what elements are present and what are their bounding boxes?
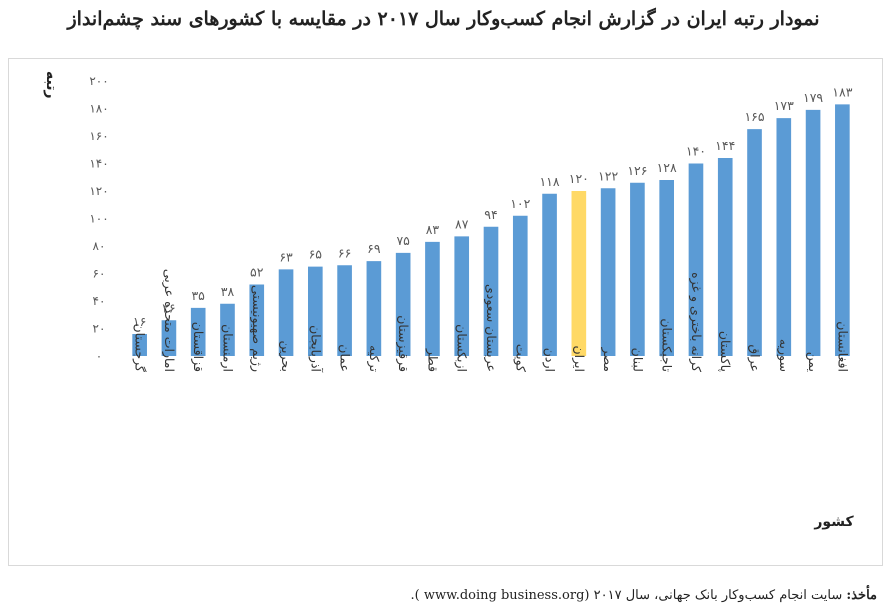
bar <box>776 118 792 356</box>
bar <box>835 104 850 356</box>
y-tick-label: ۲۰ <box>93 322 106 336</box>
bar <box>454 236 470 356</box>
y-tick-label: ۱۴۰ <box>89 157 108 171</box>
bar <box>600 188 616 356</box>
value-label: ۷۵ <box>396 233 410 248</box>
y-tick-label: ۱۰۰ <box>89 212 108 226</box>
value-label: ۶۳ <box>279 249 293 264</box>
bar <box>395 252 411 356</box>
x-tick-label: افغانستان <box>835 321 850 372</box>
y-tick-label: ۲۰۰ <box>89 74 108 88</box>
value-label: ۶۹ <box>367 241 381 256</box>
value-label: ۱۴۰ <box>686 144 706 159</box>
y-axis-label: رتبه <box>43 71 59 99</box>
x-tick-label: ازبکستان <box>454 324 470 372</box>
x-tick-label: کرانه باختری و غزه <box>688 272 704 372</box>
bar <box>717 158 733 356</box>
value-label: ۵۲ <box>250 265 264 280</box>
x-axis-label: کشور <box>813 514 854 530</box>
value-label: ۶۵ <box>309 247 323 262</box>
value-labels: ۱۶ ۲۶ ۳۵ ۳۸ ۵۲ ۶۳ ۶۵ ۶۶ ۶۹ ۷۵ ۸۳ ۸۷ ۹۴ ۱۰۲ ۱۱۸ ۱۲۰ ۱۲۲ ۱۲… <box>133 84 853 329</box>
bar <box>630 182 645 356</box>
y-axis-ticks: ۰ ۲۰ ۴۰ ۶۰ ۸۰ ۱۰۰ ۱۲۰ ۱۴۰ ۱۶۰ ۱۸۰ ۲۰۰ <box>89 74 108 363</box>
x-tick-label: یمن <box>805 352 821 373</box>
bar <box>308 266 323 356</box>
bar <box>220 303 235 356</box>
y-tick-label: ۸۰ <box>93 239 106 253</box>
value-label: ۱۷۳ <box>774 98 794 113</box>
value-label: ۱۶۵ <box>744 109 764 124</box>
bar-chart: ۰ ۲۰ ۴۰ ۶۰ ۸۰ ۱۰۰ ۱۲۰ ۱۴۰ ۱۶۰ ۱۸۰ ۲۰۰ ۱۶ ۲۶ ۳۵ ۳۸ ۵۲ ۶۳… <box>43 71 854 530</box>
x-axis-ticks: گرجستان امارات متحده عربی قزاقستان ارمنستان… <box>132 269 851 373</box>
value-label: ۳۸ <box>221 284 235 299</box>
bar <box>483 226 499 356</box>
x-tick-label: عربستان سعودی <box>483 284 499 372</box>
x-tick-label: قطر <box>424 348 440 372</box>
value-label: ۱۲۰ <box>569 171 589 186</box>
source-text: سایت انجام کسب‌وکار بانک جهانی، سال ۲۰۱۷… <box>410 588 843 603</box>
x-tick-label: عراق <box>747 344 763 372</box>
x-tick-label: ایران <box>571 345 587 372</box>
x-tick-label: سوریه <box>776 339 792 372</box>
x-tick-label: رژیم صهیونیستی <box>249 285 265 372</box>
value-label: ۸۷ <box>455 216 469 231</box>
bar <box>425 241 440 356</box>
value-label: ۱۰۲ <box>510 196 530 211</box>
x-tick-label: ارمنستان <box>219 324 235 372</box>
bar <box>337 265 352 356</box>
x-tick-label: اردن <box>542 348 558 372</box>
value-label: ۱۱۸ <box>539 174 559 189</box>
value-label: ۱۲۸ <box>657 160 677 175</box>
value-label: ۱۴۴ <box>715 138 735 153</box>
source-note: مأخذ: سایت انجام کسب‌وکار بانک جهانی، سا… <box>411 588 877 603</box>
value-label: ۶۶ <box>338 245 351 260</box>
bar <box>805 109 821 356</box>
x-tick-label: گرجستان <box>132 324 148 373</box>
bar <box>747 129 762 356</box>
y-tick-label: ۶۰ <box>93 267 106 281</box>
value-label: ۲۶ <box>162 300 175 315</box>
bar <box>512 215 528 356</box>
value-label: ۱۲۶ <box>627 163 647 178</box>
bar <box>161 320 177 356</box>
bar <box>542 193 557 356</box>
x-tick-label: قرقیزستان <box>395 315 411 372</box>
bar <box>571 191 587 356</box>
x-tick-label: قزاقستان <box>190 322 206 372</box>
bar <box>688 163 704 356</box>
x-tick-label: پاکستان <box>718 331 733 373</box>
value-label: ۱۶ <box>133 314 146 329</box>
bar <box>190 307 206 356</box>
x-tick-label: کویت <box>512 344 528 372</box>
bar <box>132 334 147 356</box>
y-tick-label: ۱۶۰ <box>89 129 108 143</box>
bar <box>278 269 294 356</box>
x-tick-label: بحرین <box>278 341 294 372</box>
x-tick-label: مصر <box>600 347 616 372</box>
x-tick-label: تاجیکستان <box>660 318 675 372</box>
y-tick-label: ۱۲۰ <box>89 184 108 198</box>
y-tick-label: ۴۰ <box>93 294 106 308</box>
x-tick-label: عمان <box>338 344 353 372</box>
chart-title: نمودار رتبه ایران در گزارش انجام کسب‌وکا… <box>67 8 820 30</box>
value-label: ۳۵ <box>191 288 205 303</box>
value-label: ۱۷۹ <box>803 90 823 105</box>
bar <box>366 261 382 356</box>
y-tick-label: ۱۸۰ <box>89 102 108 116</box>
x-tick-label: ترکیه <box>366 345 382 372</box>
source-label: مأخذ: <box>846 588 877 603</box>
bars <box>132 104 850 356</box>
x-tick-label: لبنان <box>630 348 645 372</box>
bar <box>249 284 265 356</box>
chart-frame: ۰ ۲۰ ۴۰ ۶۰ ۸۰ ۱۰۰ ۱۲۰ ۱۴۰ ۱۶۰ ۱۸۰ ۲۰۰ ۱۶ ۲۶ ۳۵ ۳۸ ۵۲ ۶۳… <box>8 58 883 566</box>
value-label: ۱۸۳ <box>832 84 852 99</box>
value-label: ۱۲۲ <box>598 168 618 183</box>
x-tick-label: آذربایجان <box>307 325 323 372</box>
x-tick-label: امارات متحده عربی <box>161 269 177 372</box>
value-label: ۸۳ <box>426 222 440 237</box>
value-label: ۹۴ <box>484 207 497 222</box>
bar <box>659 180 674 356</box>
y-tick-label: ۰ <box>96 349 102 363</box>
